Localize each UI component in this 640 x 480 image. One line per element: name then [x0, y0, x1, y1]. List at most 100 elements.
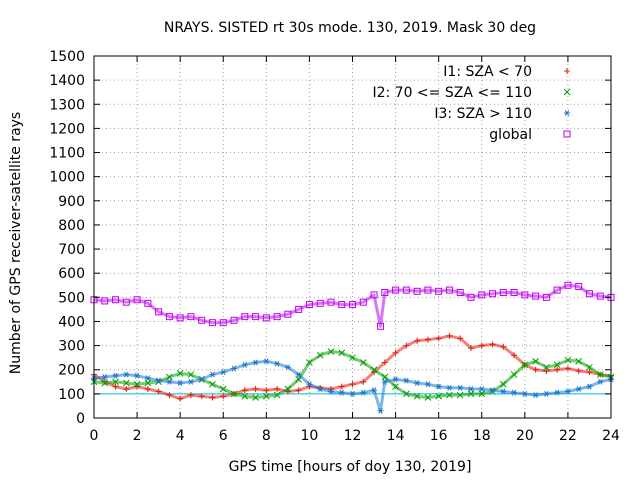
data-point [349, 354, 356, 362]
marker-square [413, 287, 421, 295]
marker-stroke [219, 385, 227, 393]
marker-stroke [532, 357, 539, 365]
series-layer [90, 281, 615, 414]
marker-stroke [404, 377, 409, 384]
data-point [360, 378, 367, 385]
marker-square [521, 291, 529, 299]
data-point [478, 291, 486, 299]
series-trace [93, 283, 612, 328]
data-point [241, 392, 249, 400]
marker-stroke [479, 386, 484, 393]
data-point [316, 299, 324, 307]
data-point [122, 298, 130, 306]
marker-stroke [447, 384, 452, 391]
data-point [586, 383, 593, 390]
marker-stroke [596, 371, 604, 378]
marker-square [316, 299, 324, 307]
marker-stroke [490, 387, 495, 394]
data-point [306, 359, 313, 366]
marker-stroke [553, 361, 561, 369]
data-point [338, 301, 346, 309]
series-4 [90, 281, 615, 330]
data-point [295, 371, 302, 378]
data-point [564, 388, 571, 395]
marker-square [445, 286, 453, 294]
marker-stroke [284, 385, 292, 393]
data-point [500, 388, 507, 395]
data-point [359, 359, 367, 366]
data-point [586, 369, 593, 376]
marker-square [575, 282, 583, 290]
data-point [262, 314, 270, 322]
legend-label: global [489, 127, 532, 143]
marker-stroke [317, 386, 323, 393]
data-point [123, 386, 130, 393]
y-tick-label: 300 [58, 339, 85, 355]
marker-square [435, 287, 443, 295]
marker-square [563, 130, 571, 138]
marker-stroke [113, 372, 118, 379]
data-point [413, 392, 421, 400]
marker-square [327, 298, 335, 306]
data-point [165, 313, 173, 321]
marker-stroke [359, 359, 367, 366]
data-point [543, 390, 550, 397]
data-point [112, 378, 119, 386]
marker-square [284, 310, 292, 318]
data-point [542, 293, 550, 301]
data-point [500, 343, 507, 350]
marker-stroke [563, 88, 571, 96]
data-point [510, 289, 518, 297]
data-point [414, 337, 421, 344]
data-point [219, 385, 227, 393]
data-point [478, 342, 485, 349]
legend-label: I3: SZA > 110 [434, 106, 532, 122]
data-point [457, 384, 464, 391]
data-point [596, 292, 604, 300]
x-tick-label: 2 [133, 428, 142, 444]
marker-stroke [382, 378, 388, 385]
data-point [327, 348, 335, 355]
data-point [521, 361, 529, 369]
marker-square [155, 308, 163, 316]
marker-square [585, 290, 593, 298]
x-tick-label: 6 [219, 428, 228, 444]
data-point [532, 292, 540, 300]
marker-stroke [501, 388, 506, 395]
data-point [349, 301, 356, 309]
data-point [317, 386, 324, 393]
marker-square [305, 301, 313, 309]
marker-square [349, 301, 356, 309]
marker-square [208, 319, 216, 327]
data-point [499, 380, 507, 388]
data-point [553, 361, 561, 369]
marker-stroke [499, 380, 507, 388]
data-point [585, 290, 593, 298]
data-point [231, 365, 238, 372]
data-point [273, 391, 281, 399]
data-point [392, 376, 399, 383]
data-point [445, 286, 453, 294]
data-point [187, 371, 195, 378]
data-point [446, 391, 453, 399]
marker-stroke [316, 351, 324, 359]
data-point [112, 296, 120, 304]
y-tick-label: 700 [58, 242, 85, 258]
y-tick-label: 1300 [49, 97, 85, 113]
data-point [456, 289, 464, 297]
data-point [381, 373, 389, 381]
marker-stroke [371, 387, 377, 394]
marker-stroke [187, 371, 195, 378]
marker-square [112, 296, 120, 304]
data-point [424, 286, 432, 294]
marker-stroke [586, 363, 593, 371]
legend-entry: I3: SZA > 110 [434, 106, 570, 122]
x-tick-label: 10 [301, 428, 319, 444]
data-point [112, 372, 119, 379]
data-point [112, 383, 119, 390]
data-point [338, 383, 345, 390]
marker-stroke [564, 356, 572, 364]
data-point [209, 371, 216, 378]
data-point [122, 379, 130, 387]
data-point [377, 407, 384, 414]
